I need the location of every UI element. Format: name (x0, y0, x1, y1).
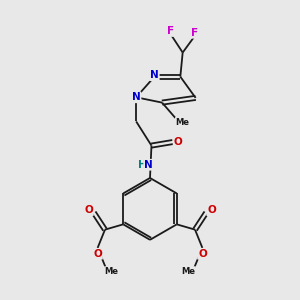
Text: O: O (207, 205, 216, 215)
Text: N: N (132, 92, 140, 102)
Text: N: N (150, 70, 159, 80)
Text: O: O (93, 249, 102, 259)
Text: Me: Me (181, 267, 195, 276)
Text: N: N (144, 160, 153, 170)
Text: O: O (174, 137, 182, 147)
Text: F: F (191, 28, 198, 38)
Text: Me: Me (176, 118, 190, 127)
Text: O: O (198, 249, 207, 259)
Text: Me: Me (105, 267, 119, 276)
Text: H: H (138, 160, 147, 170)
Text: O: O (84, 205, 93, 215)
Text: F: F (167, 26, 175, 36)
